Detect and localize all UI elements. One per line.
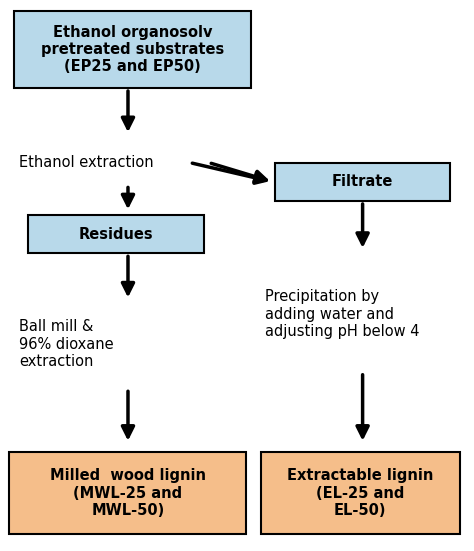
Text: Precipitation by
adding water and
adjusting pH below 4: Precipitation by adding water and adjust… <box>265 289 420 339</box>
FancyBboxPatch shape <box>261 452 460 534</box>
Text: Extractable lignin
(EL-25 and
EL-50): Extractable lignin (EL-25 and EL-50) <box>287 468 433 518</box>
FancyBboxPatch shape <box>28 215 204 253</box>
Text: Filtrate: Filtrate <box>332 174 393 190</box>
Text: Ball mill &
96% dioxane
extraction: Ball mill & 96% dioxane extraction <box>19 320 114 369</box>
FancyBboxPatch shape <box>275 163 450 201</box>
FancyBboxPatch shape <box>14 11 251 88</box>
Text: Ethanol organosolv
pretreated substrates
(EP25 and EP50): Ethanol organosolv pretreated substrates… <box>41 25 224 74</box>
Text: Milled  wood lignin
(MWL-25 and
MWL-50): Milled wood lignin (MWL-25 and MWL-50) <box>50 468 206 518</box>
FancyBboxPatch shape <box>9 452 246 534</box>
Text: Ethanol extraction: Ethanol extraction <box>19 155 154 170</box>
Text: Residues: Residues <box>79 226 154 242</box>
